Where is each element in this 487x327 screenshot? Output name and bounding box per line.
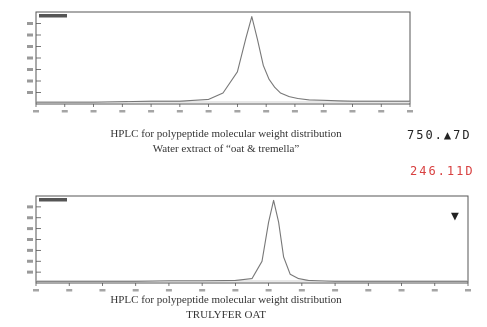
x-tick-label [365,289,372,292]
x-tick-label [465,289,471,292]
plot-frame [35,195,469,284]
y-tick-label [27,91,33,94]
x-tick-label [332,289,339,292]
plot-frame [35,11,411,105]
x-tick-label [407,110,413,113]
x-tick-label [398,289,405,292]
y-tick-label [27,248,33,252]
chart-panel-1 [27,11,413,113]
chart2-caption-line1: HPLC for polypeptide molecular weight di… [110,294,342,306]
y-tick-label [27,79,33,83]
x-tick-label [99,289,106,292]
annotation-note-dark: 750.▲7D [407,128,472,142]
x-tick-label [205,110,212,113]
x-tick-label [298,289,305,292]
x-tick-label [148,110,155,113]
y-tick-label [27,238,33,241]
y-tick-label [27,56,33,60]
y-tick-label [27,205,33,209]
x-tick-label [199,289,206,292]
x-tick-label [33,110,39,113]
series-line-1 [36,16,410,103]
series-line-1 [36,199,468,282]
x-tick-label [176,110,183,113]
x-tick-label [66,289,73,292]
x-tick-label [349,110,356,113]
y-tick-label [27,45,33,48]
panel-label-mark [39,14,67,18]
x-tick-label [234,110,241,113]
x-tick-label [90,110,97,113]
x-tick-label [378,110,385,113]
x-tick-label [232,289,239,292]
x-tick-label [61,110,68,113]
y-tick-label [27,270,33,274]
x-tick-label [320,110,327,113]
down-triangle-icon: ▼ [451,209,459,224]
panel-label-mark [39,198,67,202]
x-tick-label [132,289,139,292]
x-tick-label [291,110,298,113]
x-tick-label [431,289,438,292]
chart1-caption-line2: Water extract of “oat & tremella” [152,143,300,155]
y-tick-label [27,33,33,37]
annotation-note-red: 246.11D [410,164,475,178]
x-tick-label [165,289,172,292]
x-tick-label [119,110,126,113]
y-tick-label [27,227,33,231]
chart-panel-2 [27,195,471,292]
y-tick-label [27,216,33,220]
x-tick-label [265,289,272,292]
y-tick-label [27,68,33,71]
x-tick-label [33,289,39,292]
y-tick-label [27,22,33,25]
chart2-caption-line2: TRULYFER OAT [186,309,266,321]
x-tick-label [263,110,270,113]
chart1-caption-line1: HPLC for polypeptide molecular weight di… [110,128,342,140]
y-tick-label [27,259,33,263]
